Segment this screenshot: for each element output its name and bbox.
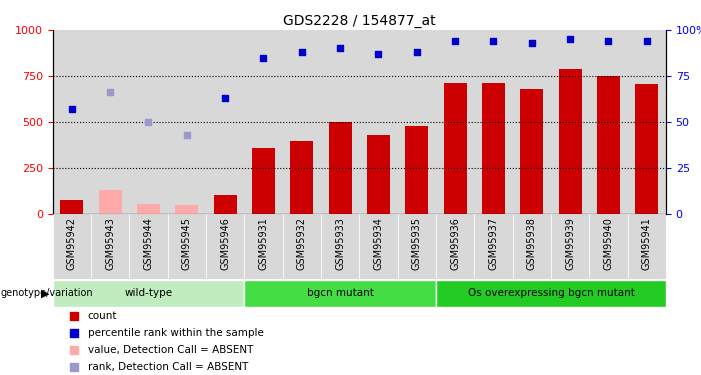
Point bbox=[181, 132, 192, 138]
Bar bbox=[175, 206, 198, 214]
Bar bbox=[512, 214, 551, 279]
Bar bbox=[252, 148, 275, 214]
Point bbox=[411, 49, 423, 55]
Point bbox=[488, 38, 499, 44]
Bar bbox=[244, 214, 283, 279]
Bar bbox=[137, 204, 160, 214]
Point bbox=[603, 38, 614, 44]
Point bbox=[66, 106, 77, 112]
Bar bbox=[99, 190, 121, 214]
Bar bbox=[627, 214, 666, 279]
Bar bbox=[436, 30, 475, 214]
Bar bbox=[512, 30, 551, 214]
Bar bbox=[60, 200, 83, 214]
Text: genotype/variation: genotype/variation bbox=[1, 288, 93, 298]
Bar bbox=[436, 280, 666, 307]
Bar bbox=[436, 214, 475, 279]
Text: GSM95931: GSM95931 bbox=[259, 217, 268, 270]
Bar bbox=[206, 214, 244, 279]
Bar bbox=[397, 214, 436, 279]
Text: bgcn mutant: bgcn mutant bbox=[306, 288, 374, 298]
Bar bbox=[53, 280, 244, 307]
Point bbox=[564, 36, 576, 42]
Text: GSM95939: GSM95939 bbox=[565, 217, 575, 270]
Text: GSM95937: GSM95937 bbox=[489, 217, 498, 270]
Text: GSM95941: GSM95941 bbox=[642, 217, 652, 270]
Bar bbox=[551, 214, 590, 279]
Text: GSM95938: GSM95938 bbox=[526, 217, 537, 270]
Point bbox=[296, 49, 307, 55]
Text: GSM95942: GSM95942 bbox=[67, 217, 76, 270]
Bar bbox=[244, 30, 283, 214]
Bar bbox=[129, 30, 168, 214]
Bar bbox=[627, 30, 666, 214]
Bar bbox=[244, 280, 436, 307]
Bar bbox=[283, 30, 321, 214]
Point bbox=[526, 40, 538, 46]
Point bbox=[104, 90, 116, 96]
Text: GSM95935: GSM95935 bbox=[411, 217, 422, 270]
Bar bbox=[168, 30, 206, 214]
Title: GDS2228 / 154877_at: GDS2228 / 154877_at bbox=[283, 13, 435, 28]
Text: GSM95940: GSM95940 bbox=[604, 217, 613, 270]
Bar bbox=[635, 84, 658, 214]
Bar bbox=[283, 214, 321, 279]
Bar bbox=[405, 126, 428, 214]
Bar bbox=[397, 30, 436, 214]
Text: GSM95932: GSM95932 bbox=[297, 217, 307, 270]
Point bbox=[641, 38, 653, 44]
Point bbox=[143, 119, 154, 125]
Bar bbox=[551, 30, 590, 214]
Point bbox=[68, 364, 79, 370]
Bar bbox=[475, 214, 512, 279]
Bar bbox=[590, 30, 627, 214]
Bar bbox=[475, 30, 512, 214]
Bar bbox=[329, 122, 352, 214]
Bar bbox=[590, 214, 627, 279]
Text: GSM95946: GSM95946 bbox=[220, 217, 230, 270]
Bar bbox=[559, 69, 582, 214]
Text: GSM95934: GSM95934 bbox=[374, 217, 383, 270]
Point bbox=[373, 51, 384, 57]
Bar bbox=[321, 214, 359, 279]
Bar bbox=[359, 30, 397, 214]
Text: GSM95945: GSM95945 bbox=[182, 217, 192, 270]
Text: GSM95936: GSM95936 bbox=[450, 217, 460, 270]
Point bbox=[258, 55, 269, 61]
Text: ▶: ▶ bbox=[41, 288, 49, 298]
Text: Os overexpressing bgcn mutant: Os overexpressing bgcn mutant bbox=[468, 288, 634, 298]
Bar bbox=[367, 135, 390, 214]
Point bbox=[334, 45, 346, 51]
Text: wild-type: wild-type bbox=[124, 288, 172, 298]
Bar bbox=[206, 30, 244, 214]
Bar bbox=[359, 214, 397, 279]
Point bbox=[68, 330, 79, 336]
Bar bbox=[290, 141, 313, 214]
Point bbox=[68, 313, 79, 319]
Text: percentile rank within the sample: percentile rank within the sample bbox=[88, 328, 264, 338]
Bar bbox=[168, 214, 206, 279]
Bar bbox=[520, 89, 543, 214]
Bar bbox=[91, 214, 129, 279]
Text: value, Detection Call = ABSENT: value, Detection Call = ABSENT bbox=[88, 345, 253, 355]
Bar bbox=[129, 214, 168, 279]
Point bbox=[219, 95, 231, 101]
Text: GSM95944: GSM95944 bbox=[144, 217, 154, 270]
Text: GSM95943: GSM95943 bbox=[105, 217, 115, 270]
Text: GSM95933: GSM95933 bbox=[335, 217, 345, 270]
Bar bbox=[214, 195, 236, 214]
Text: rank, Detection Call = ABSENT: rank, Detection Call = ABSENT bbox=[88, 362, 248, 372]
Bar bbox=[53, 30, 91, 214]
Bar bbox=[597, 76, 620, 214]
Point bbox=[68, 346, 79, 352]
Bar bbox=[482, 83, 505, 214]
Point bbox=[449, 38, 461, 44]
Bar bbox=[444, 83, 467, 214]
Text: count: count bbox=[88, 311, 117, 321]
Bar bbox=[53, 214, 91, 279]
Bar bbox=[321, 30, 359, 214]
Bar bbox=[91, 30, 129, 214]
